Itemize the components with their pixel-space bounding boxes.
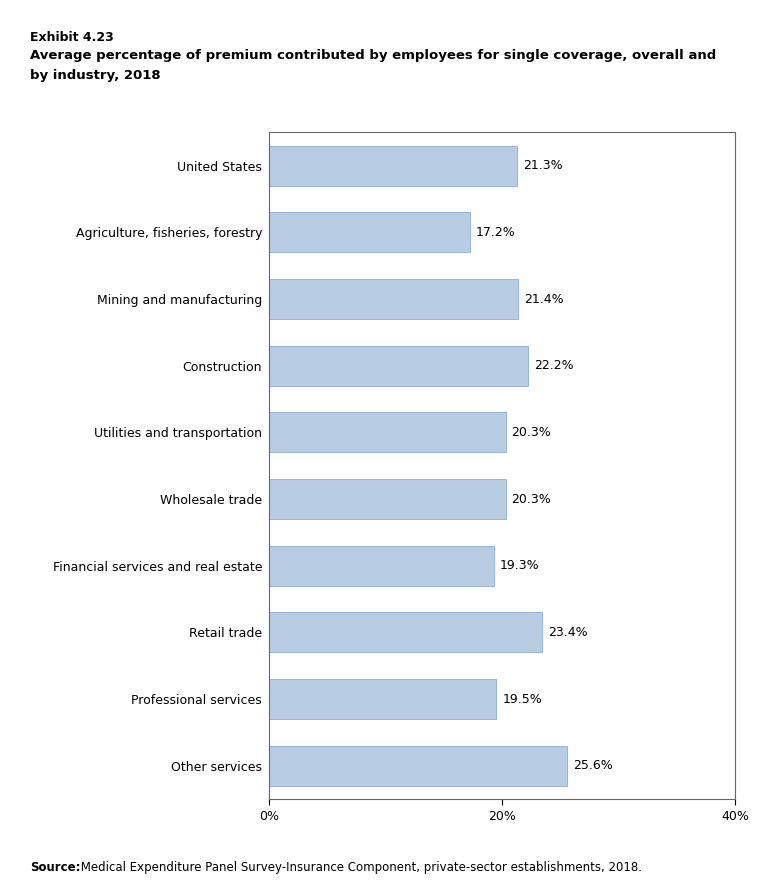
Bar — [269, 746, 568, 786]
Bar — [269, 546, 494, 585]
Text: Source:: Source: — [30, 861, 81, 874]
Text: 19.3%: 19.3% — [500, 559, 540, 572]
Text: 21.3%: 21.3% — [523, 159, 562, 172]
Bar — [269, 346, 528, 386]
Text: Average percentage of premium contributed by employees for single coverage, over: Average percentage of premium contribute… — [30, 49, 716, 62]
Text: by industry, 2018: by industry, 2018 — [30, 69, 161, 82]
Text: 19.5%: 19.5% — [502, 692, 542, 706]
Text: 21.4%: 21.4% — [525, 292, 564, 306]
Bar — [269, 613, 542, 653]
Bar — [269, 279, 518, 319]
Text: Medical Expenditure Panel Survey-Insurance Component, private-sector establishme: Medical Expenditure Panel Survey-Insuran… — [77, 861, 641, 874]
Text: 22.2%: 22.2% — [534, 359, 573, 373]
Text: 20.3%: 20.3% — [512, 493, 551, 506]
Bar — [269, 479, 506, 519]
Text: 23.4%: 23.4% — [547, 626, 587, 639]
Bar — [269, 213, 469, 253]
Bar — [269, 146, 517, 185]
Text: 17.2%: 17.2% — [475, 226, 515, 239]
Text: 25.6%: 25.6% — [573, 759, 613, 773]
Text: Exhibit 4.23: Exhibit 4.23 — [30, 31, 114, 44]
Bar — [269, 412, 506, 452]
Text: 20.3%: 20.3% — [512, 426, 551, 439]
Bar — [269, 679, 496, 719]
